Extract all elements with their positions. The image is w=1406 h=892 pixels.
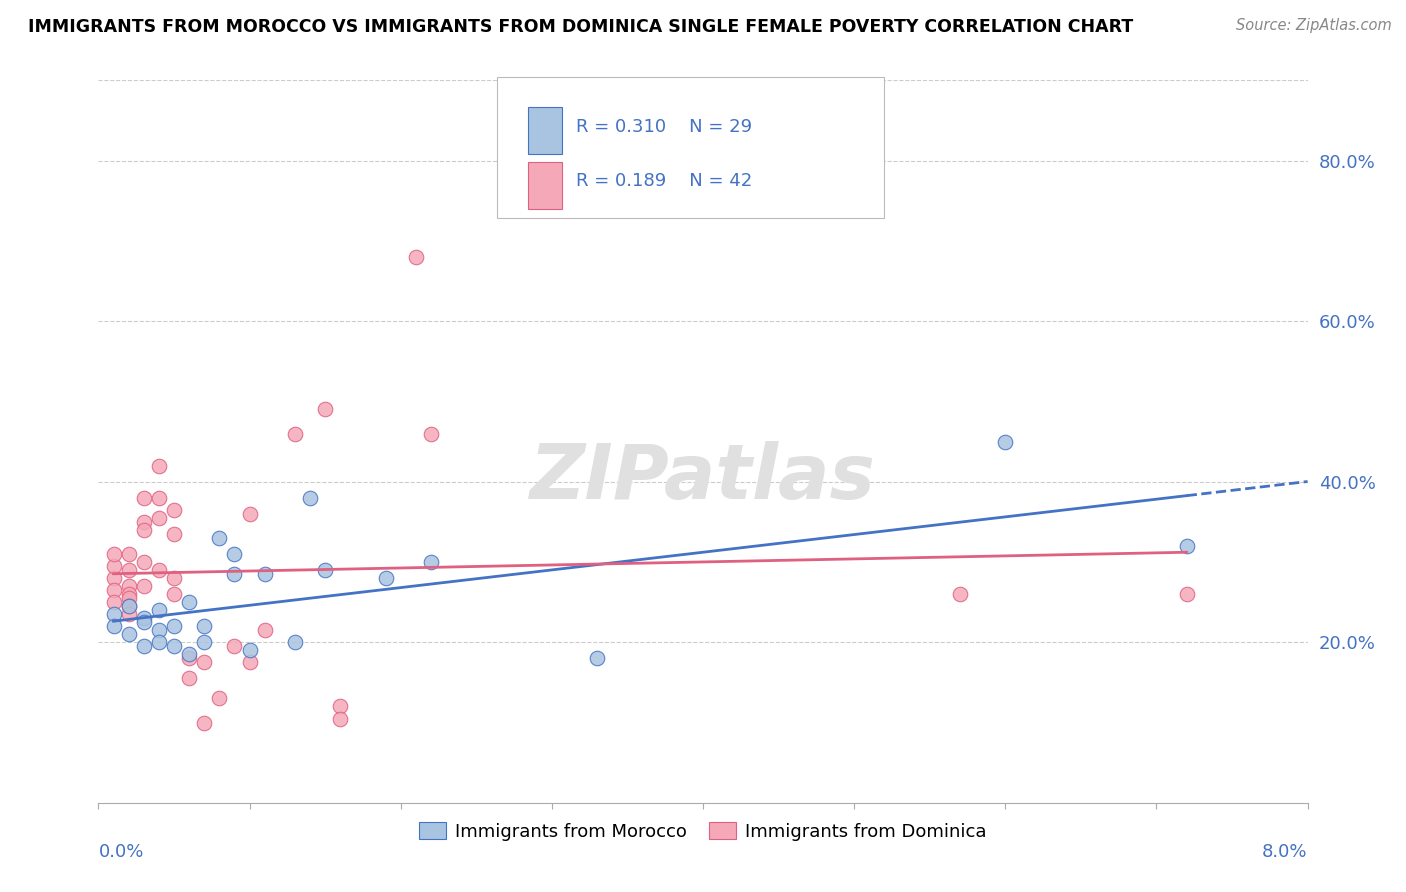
Point <box>253 567 276 582</box>
Point <box>118 607 141 621</box>
Point <box>118 579 141 593</box>
Point <box>420 426 443 441</box>
Point <box>193 635 215 649</box>
Point <box>148 603 170 617</box>
Point <box>163 587 186 601</box>
Point <box>148 563 170 577</box>
Point <box>103 547 125 561</box>
Text: IMMIGRANTS FROM MOROCCO VS IMMIGRANTS FROM DOMINICA SINGLE FEMALE POVERTY CORREL: IMMIGRANTS FROM MOROCCO VS IMMIGRANTS FR… <box>28 18 1133 36</box>
Point <box>179 651 201 665</box>
Point <box>208 691 231 706</box>
Point <box>420 555 443 569</box>
Point <box>163 639 186 653</box>
Point <box>163 502 186 516</box>
Point <box>994 434 1017 449</box>
Point <box>253 623 276 637</box>
Text: R = 0.189    N = 42: R = 0.189 N = 42 <box>576 172 752 190</box>
Point <box>1175 539 1198 553</box>
Point <box>1175 587 1198 601</box>
Point <box>284 426 307 441</box>
Point <box>118 547 141 561</box>
Point <box>329 699 352 714</box>
Point <box>224 547 246 561</box>
Point <box>132 611 155 625</box>
Point <box>179 595 201 609</box>
Text: R = 0.310    N = 29: R = 0.310 N = 29 <box>576 119 752 136</box>
Point <box>239 643 262 657</box>
Point <box>193 655 215 669</box>
Point <box>103 583 125 598</box>
Point <box>132 491 155 505</box>
Point <box>163 571 186 585</box>
Point <box>239 507 262 521</box>
Point <box>224 567 246 582</box>
Point <box>949 587 972 601</box>
Point <box>374 571 396 585</box>
Text: 0.0%: 0.0% <box>98 843 143 861</box>
Point <box>118 591 141 605</box>
Point <box>163 526 186 541</box>
Point <box>193 619 215 633</box>
Point <box>148 510 170 524</box>
Point <box>148 491 170 505</box>
Point <box>284 635 307 649</box>
Point <box>132 523 155 537</box>
Point <box>103 619 125 633</box>
Point <box>163 619 186 633</box>
Point <box>118 599 141 614</box>
Point <box>148 458 170 473</box>
Point <box>299 491 322 505</box>
Point <box>193 715 215 730</box>
Point <box>208 531 231 545</box>
Point <box>239 655 262 669</box>
Point <box>148 623 170 637</box>
Point <box>132 515 155 529</box>
Point <box>329 712 352 726</box>
Point <box>118 563 141 577</box>
Point <box>314 563 336 577</box>
Point <box>132 555 155 569</box>
Point <box>132 615 155 630</box>
Point <box>586 651 609 665</box>
Point <box>132 579 155 593</box>
Point <box>103 558 125 574</box>
Point <box>179 671 201 685</box>
Text: 8.0%: 8.0% <box>1263 843 1308 861</box>
Text: ZIPatlas: ZIPatlas <box>530 441 876 515</box>
Point <box>118 599 141 614</box>
Point <box>179 648 201 662</box>
Point <box>118 587 141 601</box>
Point <box>405 250 427 264</box>
Point <box>103 607 125 621</box>
Text: Source: ZipAtlas.com: Source: ZipAtlas.com <box>1236 18 1392 33</box>
Point <box>118 627 141 641</box>
Point <box>148 635 170 649</box>
Point <box>224 639 246 653</box>
Point <box>132 639 155 653</box>
Point <box>314 402 336 417</box>
FancyBboxPatch shape <box>498 77 884 218</box>
Bar <box>527 161 561 209</box>
Point <box>103 595 125 609</box>
Legend: Immigrants from Morocco, Immigrants from Dominica: Immigrants from Morocco, Immigrants from… <box>412 815 994 848</box>
Bar <box>527 107 561 154</box>
Point <box>103 571 125 585</box>
